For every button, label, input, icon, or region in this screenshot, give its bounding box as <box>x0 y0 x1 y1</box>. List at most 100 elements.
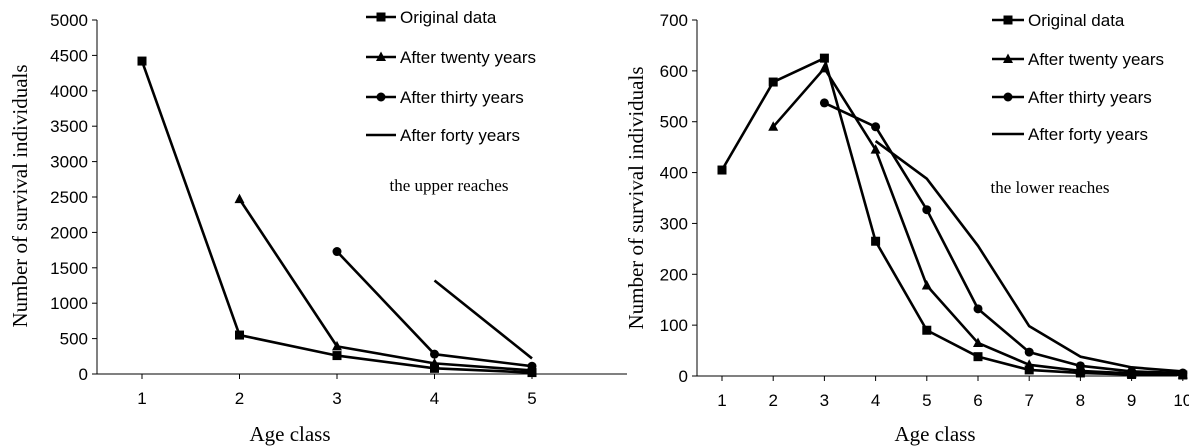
lower-series-line <box>772 67 1183 376</box>
lower-data-point <box>819 62 830 73</box>
lower-x-tick-label: 4 <box>871 391 880 410</box>
lower-data-point <box>922 205 932 215</box>
lower-data-point <box>1024 347 1034 357</box>
lower-y-tick-label: 0 <box>679 367 688 386</box>
lower-y-tick-label: 500 <box>660 113 688 132</box>
upper-series-line <box>238 198 533 372</box>
upper-data-point <box>332 340 342 351</box>
upper-y-tick-label: 3500 <box>50 117 88 136</box>
upper-series-3 <box>433 279 533 360</box>
lower-x-tick-label: 5 <box>922 391 931 410</box>
lower-data-point <box>1024 365 1034 375</box>
lower-legend-marker <box>1003 92 1013 102</box>
lower-x-tick-label: 9 <box>1127 391 1136 410</box>
upper-series-line <box>336 250 533 368</box>
upper-legend-label: After thirty years <box>400 88 524 107</box>
upper-y-tick-label: 2000 <box>50 223 88 242</box>
lower-data-point <box>1127 366 1137 376</box>
lower-data-point <box>973 352 983 362</box>
lower-data-point <box>1024 359 1035 369</box>
lower-data-point <box>921 279 932 290</box>
lower-data-point <box>871 122 881 132</box>
lower-legend-item: Original data <box>992 11 1125 30</box>
lower-data-point <box>717 165 727 175</box>
upper-data-point <box>429 357 440 368</box>
lower-y-tick-label: 400 <box>660 164 688 183</box>
upper-legend-item: After twenty years <box>366 48 536 67</box>
lower-y-tick-label: 300 <box>660 214 688 233</box>
upper-y-tick-label: 500 <box>60 330 88 349</box>
lower-legend-item: After thirty years <box>992 88 1152 107</box>
lower-region-annotation: the lower reaches <box>991 178 1110 197</box>
lower-legend-label: After forty years <box>1028 125 1148 144</box>
upper-legend-marker <box>376 12 386 22</box>
lower-data-point <box>973 337 983 347</box>
upper-x-tick-label: 3 <box>332 389 341 408</box>
upper-data-point <box>332 351 342 361</box>
upper-legend-item: After thirty years <box>366 88 524 107</box>
lower-x-tick-label: 1 <box>717 391 726 410</box>
lower-data-point <box>870 144 881 154</box>
upper-x-tick-label: 4 <box>430 389 439 408</box>
lower-x-tick-label: 3 <box>820 391 829 410</box>
upper-legend-item: Original data <box>366 8 497 27</box>
upper-y-tick-label: 1000 <box>50 294 88 313</box>
lower-x-tick-label: 6 <box>973 391 982 410</box>
upper-series-line <box>433 279 533 360</box>
upper-data-point <box>235 330 244 340</box>
upper-data-point <box>527 361 537 371</box>
upper-y-tick-label: 2500 <box>50 188 88 207</box>
lower-x-tick-label: 8 <box>1076 391 1085 410</box>
upper-legend-label: Original data <box>400 8 497 27</box>
lower-reaches-chart: 0 100 200 300 400 500 600 700 1 2 3 4 5 6 7 8 9 10 Age cla… <box>624 11 1189 446</box>
lower-data-point <box>819 53 829 63</box>
lower-y-axis-label: Number of survival individuals <box>624 66 648 329</box>
upper-series-1 <box>234 193 537 375</box>
upper-x-axis-label: Age class <box>249 422 330 446</box>
upper-x-tick-label: 2 <box>235 389 244 408</box>
lower-legend-item: After forty years <box>992 125 1148 144</box>
lower-y-tick-label: 100 <box>660 316 688 335</box>
upper-series-line <box>140 60 533 374</box>
lower-legend-item: After twenty years <box>992 50 1164 69</box>
upper-legend-marker <box>376 92 386 102</box>
upper-region-annotation: the upper reaches <box>390 176 509 195</box>
upper-y-tick-label: 4500 <box>50 46 88 65</box>
upper-data-point <box>332 247 342 257</box>
lower-data-point <box>1178 368 1188 378</box>
upper-y-tick-label: 5000 <box>50 11 88 30</box>
lower-legend-marker <box>1003 15 1013 25</box>
lower-series-3 <box>874 139 1183 373</box>
lower-series-line <box>720 56 1183 377</box>
lower-legend-label: Original data <box>1028 11 1125 30</box>
lower-data-point <box>819 98 829 108</box>
upper-legend-label: After twenty years <box>400 48 536 67</box>
lower-series-line <box>823 101 1183 375</box>
lower-data-point <box>922 325 932 335</box>
lower-data-point <box>973 304 983 314</box>
upper-y-tick-label: 0 <box>79 365 88 384</box>
upper-data-point <box>234 193 245 204</box>
lower-data-point <box>871 236 881 246</box>
lower-y-tick-label: 700 <box>660 11 688 30</box>
upper-x-tick-label: 5 <box>527 389 536 408</box>
upper-x-tick-label: 1 <box>137 389 146 408</box>
lower-data-point <box>768 121 779 131</box>
upper-y-tick-label: 4000 <box>50 82 88 101</box>
upper-reaches-chart: 0 500 1000 1500 2000 2500 3000 3500 4000 4500 5000… <box>8 8 627 446</box>
lower-legend-label: After twenty years <box>1028 50 1164 69</box>
upper-data-point <box>430 363 439 373</box>
upper-y-tick-label: 3000 <box>50 153 88 172</box>
upper-legend-marker <box>376 51 386 61</box>
upper-y-axis-label: Number of survival individuals <box>8 64 32 327</box>
upper-legend-item: After forty years <box>366 126 520 145</box>
lower-x-axis-label: Age class <box>894 422 975 446</box>
lower-x-tick-label: 10 <box>1173 391 1189 410</box>
upper-series-2 <box>332 247 537 371</box>
lower-legend-marker <box>1003 53 1013 63</box>
lower-x-tick-label: 7 <box>1024 391 1033 410</box>
upper-y-tick-label: 1500 <box>50 259 88 278</box>
upper-legend-label: After forty years <box>400 126 520 145</box>
lower-series-1 <box>768 62 1188 379</box>
